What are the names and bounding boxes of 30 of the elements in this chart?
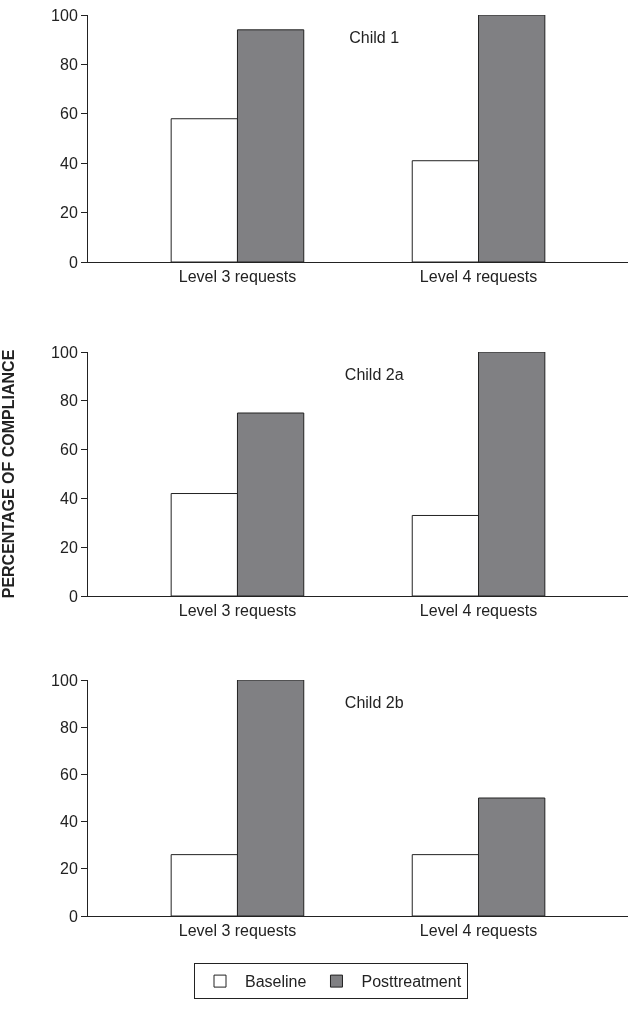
y-tick-label: 60	[60, 766, 78, 783]
y-tick-label: 20	[60, 860, 78, 878]
x-tick-label: Level 3 requests	[178, 922, 297, 940]
y-tick-label: 0	[68, 907, 78, 925]
y-tick-label: 20	[60, 538, 78, 556]
x-tick-label: Level 3 requests	[178, 602, 297, 620]
y-tick-label: 80	[60, 56, 78, 73]
legend-label: Posttreatment	[361, 973, 462, 991]
x-tick-label: Level 3 requests	[178, 268, 297, 286]
y-tick-label: 60	[60, 441, 78, 459]
y-tick-label: 80	[60, 392, 78, 410]
x-tick-label: Level 4 requests	[419, 602, 538, 620]
text: Child 2b	[344, 693, 404, 711]
y-tick-label: 100	[51, 343, 78, 361]
y-tick-label: 40	[60, 154, 78, 172]
y-tick-label: 80	[60, 718, 78, 736]
y-tick-label: 100	[51, 671, 78, 689]
y-tick-label: 40	[60, 490, 78, 507]
y-tick-label: 100	[51, 6, 78, 24]
y-tick-label: 0	[68, 253, 78, 271]
x-tick-label: Level 4 requests	[419, 922, 538, 940]
y-tick-label: 60	[60, 105, 78, 123]
y-tick-label: 40	[60, 813, 78, 831]
text: Child 2a	[344, 366, 404, 384]
y-axis-title: PERCENTAGE OF COMPLIANCE	[0, 349, 17, 599]
text: Child 1	[349, 29, 400, 47]
legend-label: Baseline	[245, 973, 307, 991]
y-tick-label: 20	[60, 204, 78, 222]
y-tick-label: 0	[68, 587, 78, 605]
x-tick-label: Level 4 requests	[419, 268, 538, 286]
